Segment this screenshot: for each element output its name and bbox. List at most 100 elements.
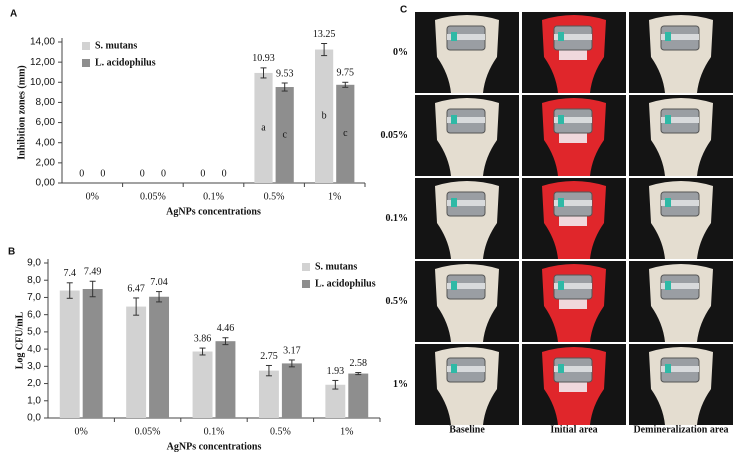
value-label: 9.75 (337, 68, 355, 79)
significance-letter: a (261, 122, 266, 133)
bracket-slot (661, 117, 699, 123)
y-tick-label: 6,0 (27, 309, 41, 320)
significance-letter: c (282, 129, 287, 140)
window (559, 297, 587, 309)
ligature (665, 115, 671, 124)
legend-label: S. mutans (315, 261, 357, 272)
ligature (665, 281, 671, 290)
ligature (558, 281, 564, 290)
photo (629, 95, 733, 176)
ligature (558, 32, 564, 41)
x-tick-label: 0.5% (264, 191, 285, 202)
x-tick-label: 0% (75, 426, 88, 437)
window (559, 380, 587, 392)
ligature (558, 115, 564, 124)
ligature (451, 281, 457, 290)
value-label: 3.86 (194, 333, 212, 344)
ligature (665, 32, 671, 41)
x-tick-label: 0.5% (270, 426, 291, 437)
bar (149, 296, 170, 418)
x-tick-label: 0.1% (203, 191, 224, 202)
bar (215, 341, 236, 418)
bracket-slot (661, 366, 699, 372)
bar (336, 84, 355, 183)
photo (522, 261, 626, 342)
x-tick-label: 1% (340, 426, 353, 437)
bracket-slot (447, 200, 485, 206)
bracket-slot (554, 34, 592, 40)
ligature (451, 32, 457, 41)
photo (522, 344, 626, 425)
window (559, 131, 587, 143)
y-tick-label: 8,00 (36, 97, 56, 108)
bar (59, 290, 80, 418)
y-tick-label: 0,00 (36, 178, 56, 189)
ligature (451, 364, 457, 373)
bracket-slot (447, 283, 485, 289)
ligature (665, 364, 671, 373)
y-tick-label: 0,0 (27, 413, 41, 424)
bracket-slot (661, 34, 699, 40)
column-label: Initial area (550, 424, 597, 435)
legend-label: S. mutans (95, 40, 137, 51)
x-tick-label: 0.05% (135, 426, 161, 437)
bracket-slot (447, 366, 485, 372)
bar (275, 87, 294, 183)
window (559, 48, 587, 60)
bar (254, 72, 273, 183)
row-label: 0.05% (381, 130, 409, 141)
value-label: 4.46 (217, 323, 235, 334)
value-label: 3.17 (283, 345, 301, 356)
panel-label: C (400, 5, 407, 16)
x-tick-label: 0% (86, 191, 99, 202)
legend-label: L. acidophilus (315, 278, 376, 289)
bracket-slot (447, 117, 485, 123)
bar (82, 289, 103, 418)
bar (348, 373, 369, 418)
value-label: 0 (100, 168, 105, 179)
x-tick-label: 0.1% (204, 426, 225, 437)
value-label: 0 (200, 168, 205, 179)
window (559, 214, 587, 226)
ligature (558, 198, 564, 207)
bar (258, 370, 279, 418)
y-tick-label: 4,0 (27, 344, 41, 355)
value-label: 0 (161, 168, 166, 179)
y-axis-title: Log CFU/mL (14, 311, 25, 369)
bracket-slot (661, 200, 699, 206)
value-label: 2.75 (260, 351, 278, 362)
y-tick-label: 7,0 (27, 292, 41, 303)
y-tick-label: 12,00 (30, 57, 55, 68)
value-label: 9.53 (276, 68, 294, 79)
photo (629, 12, 733, 93)
photo (629, 261, 733, 342)
y-tick-label: 14,00 (30, 37, 55, 48)
value-label: 10.93 (252, 53, 275, 64)
y-tick-label: 8,0 (27, 275, 41, 286)
value-label: 0 (79, 168, 84, 179)
photo (522, 178, 626, 259)
bracket-slot (447, 34, 485, 40)
value-label: 0 (140, 168, 145, 179)
y-tick-label: 9,0 (27, 258, 41, 269)
y-tick-label: 4,00 (36, 137, 56, 148)
x-axis-title: AgNPs concentrations (166, 206, 261, 217)
value-label: 6.47 (127, 283, 145, 294)
photo (522, 95, 626, 176)
significance-letter: c (343, 128, 348, 139)
photo (415, 95, 519, 176)
row-label: 0% (393, 47, 408, 58)
panel-label: A (10, 9, 17, 20)
bar (325, 384, 346, 418)
y-tick-label: 2,0 (27, 378, 41, 389)
photo (415, 178, 519, 259)
row-label: 0.1% (386, 213, 409, 224)
ligature (451, 198, 457, 207)
significance-letter: b (322, 111, 327, 122)
y-tick-label: 5,0 (27, 327, 41, 338)
y-tick-label: 2,00 (36, 157, 56, 168)
bar (281, 363, 302, 418)
photo (629, 344, 733, 425)
value-label: 7.49 (84, 267, 102, 278)
